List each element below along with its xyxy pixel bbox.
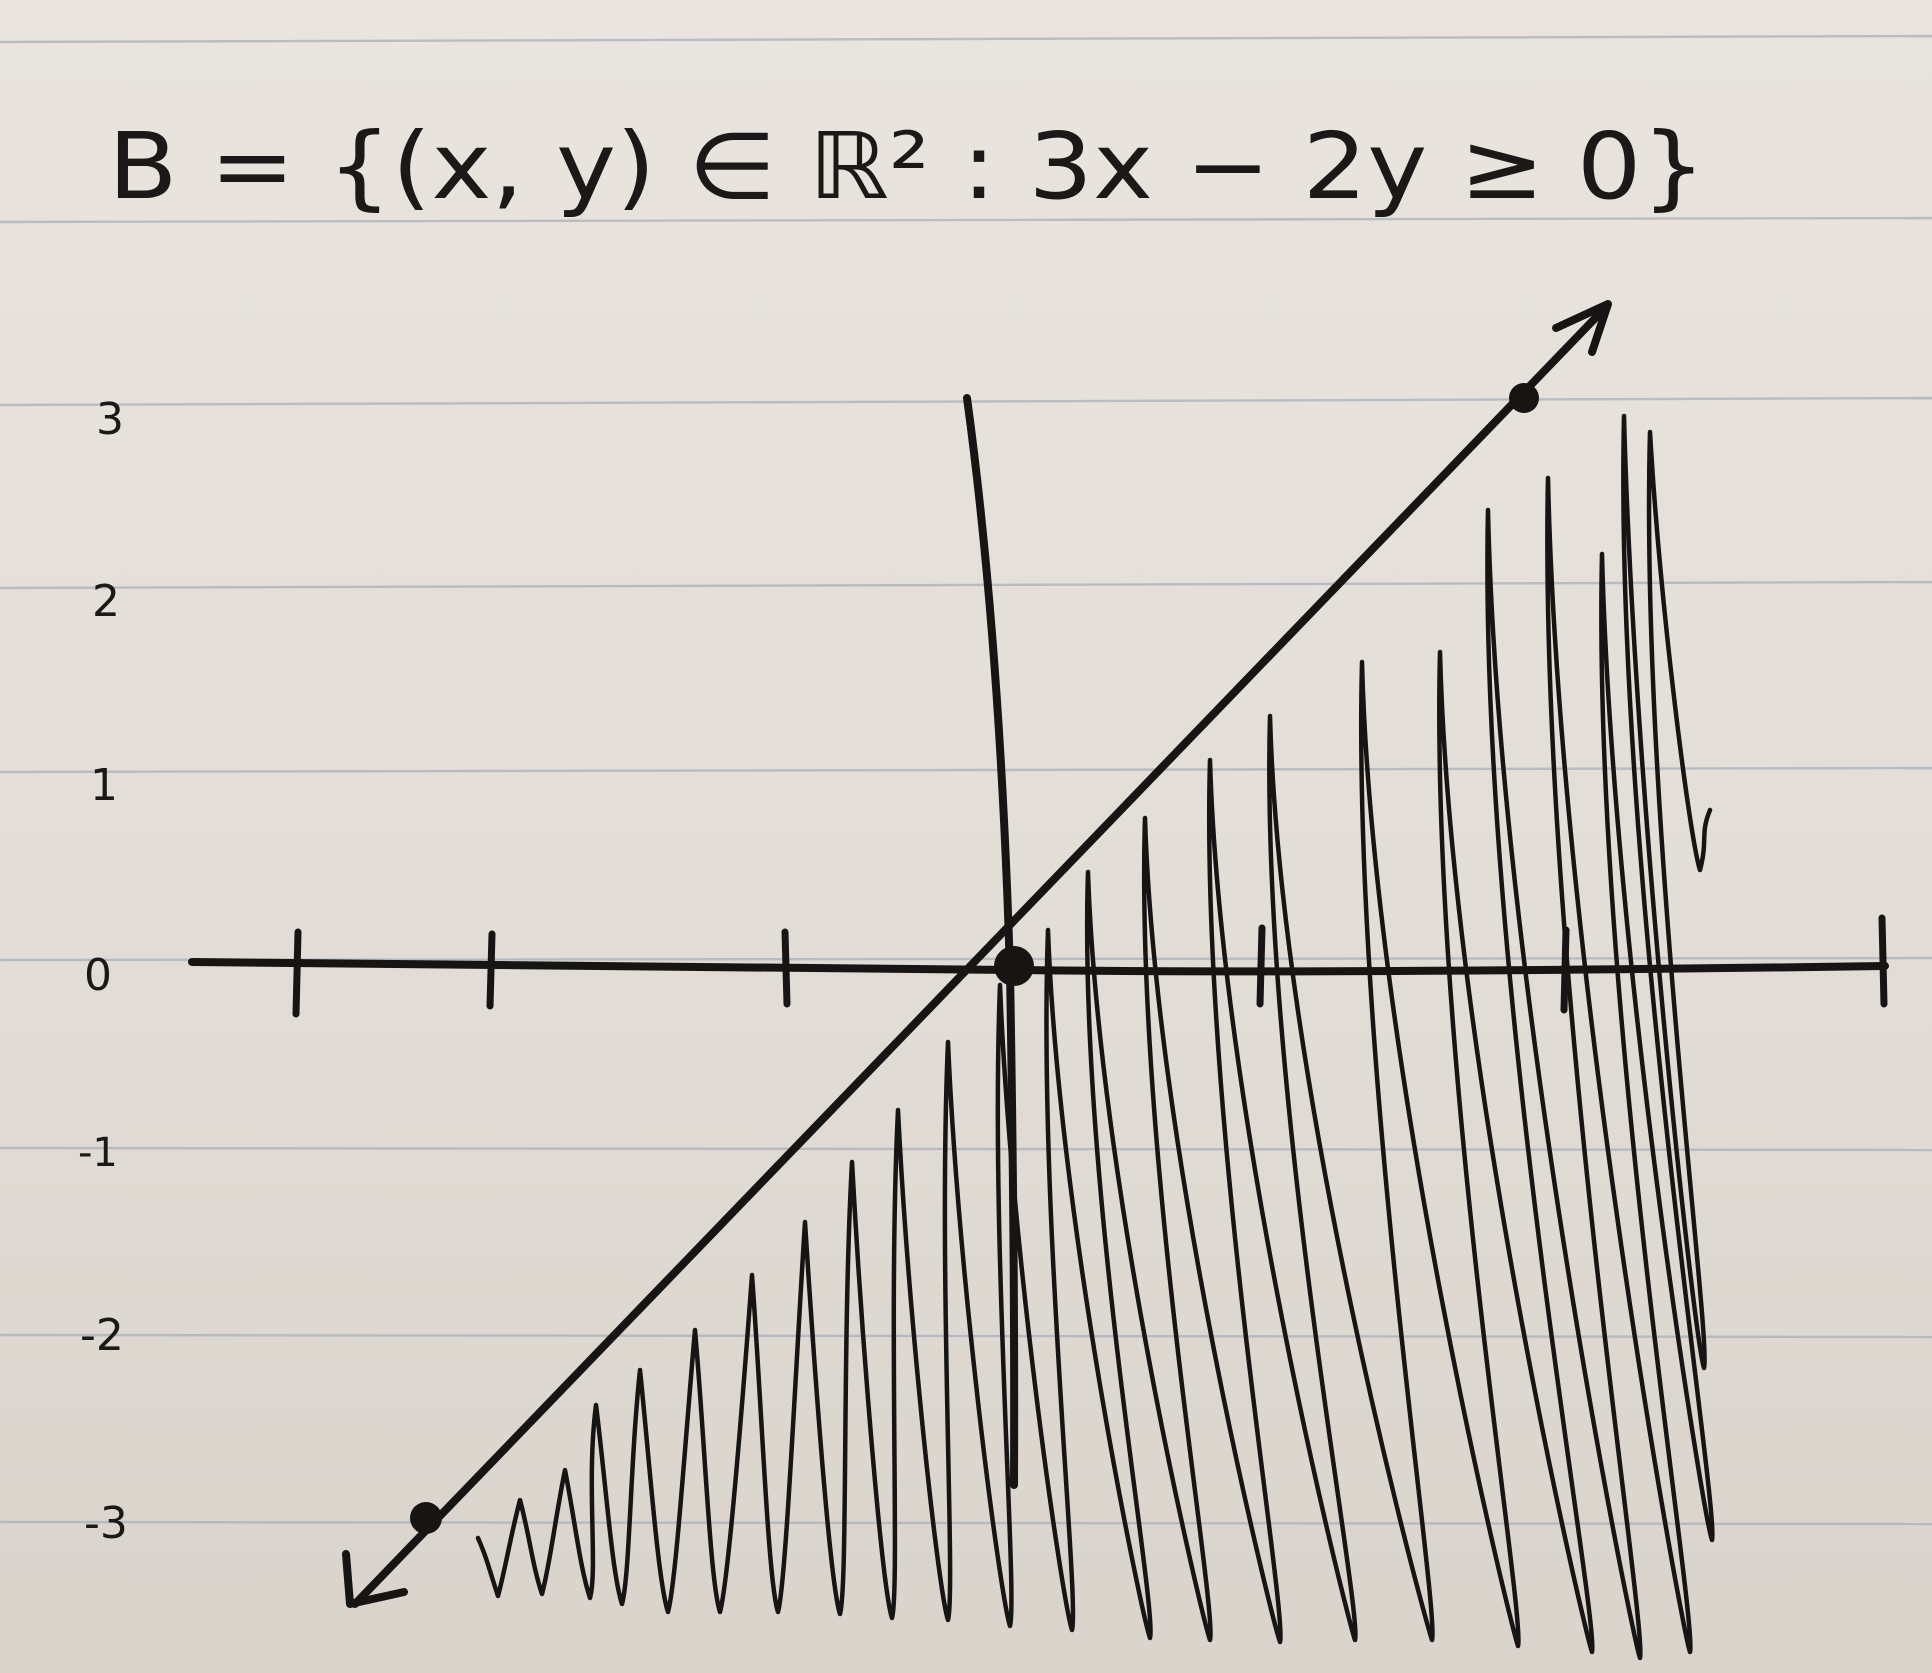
y-tick-label: -2: [80, 1310, 124, 1361]
x-axis-tick: [781, 928, 791, 1008]
ruled-line: [0, 216, 1932, 224]
y-tick-label: 2: [92, 576, 120, 627]
x-axis-tick: [1560, 926, 1570, 1014]
x-axis-tick: [292, 928, 302, 1018]
shaded-region-scribble: [475, 413, 1715, 1661]
ruled-line: [0, 1146, 1932, 1152]
y-tick-label: -1: [78, 1130, 118, 1176]
y-tick-label: 1: [90, 760, 118, 811]
y-tick-label: 0: [84, 950, 112, 1001]
x-axis-tick: [486, 930, 496, 1010]
x-axis-ticks: [292, 914, 1888, 1018]
point-neg2-neg3: [410, 1502, 442, 1534]
ruled-line: [0, 1520, 1932, 1526]
arrowhead-top-icon: [1552, 300, 1612, 356]
y-tick-label: 3: [96, 394, 124, 445]
ruled-line: [0, 34, 1932, 44]
y-tick-labels: 3 2 1 0 -1 -2 -3: [78, 394, 128, 1549]
ruled-line: [0, 1333, 1932, 1339]
set-definition-title: B = {(x, y) ∈ ℝ² : 3x − 2y ≥ 0}: [108, 113, 1706, 220]
point-origin: [994, 946, 1034, 986]
point-2-3: [1509, 383, 1539, 413]
ruled-line: [0, 766, 1932, 774]
x-axis-tick: [1256, 924, 1266, 1008]
shading-stroke: [475, 413, 1715, 1661]
ruled-line: [0, 580, 1932, 590]
arrowhead-bottom-icon: [342, 1550, 408, 1608]
y-tick-label: -3: [84, 1498, 128, 1549]
boundary-line: [351, 304, 1609, 1608]
x-axis-tick: [1878, 914, 1888, 1008]
